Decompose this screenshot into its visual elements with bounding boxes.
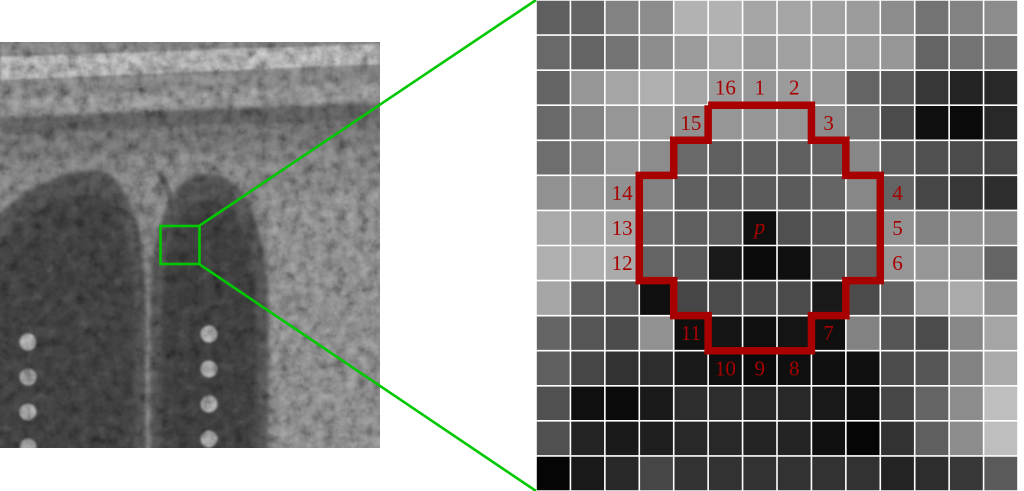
svg-text:11: 11 — [681, 321, 701, 345]
svg-text:10: 10 — [715, 356, 736, 380]
svg-text:14: 14 — [612, 181, 634, 205]
svg-text:8: 8 — [789, 356, 800, 380]
svg-text:16: 16 — [715, 76, 736, 100]
svg-text:13: 13 — [612, 216, 633, 240]
svg-text:5: 5 — [892, 216, 903, 240]
svg-text:p: p — [752, 214, 765, 239]
svg-text:2: 2 — [789, 76, 800, 100]
svg-text:3: 3 — [823, 111, 834, 135]
svg-text:12: 12 — [612, 251, 633, 275]
svg-text:4: 4 — [892, 181, 903, 205]
svg-text:1: 1 — [755, 76, 766, 100]
svg-text:9: 9 — [755, 356, 766, 380]
svg-text:15: 15 — [680, 111, 701, 135]
svg-text:7: 7 — [823, 321, 834, 345]
svg-text:6: 6 — [892, 251, 903, 275]
